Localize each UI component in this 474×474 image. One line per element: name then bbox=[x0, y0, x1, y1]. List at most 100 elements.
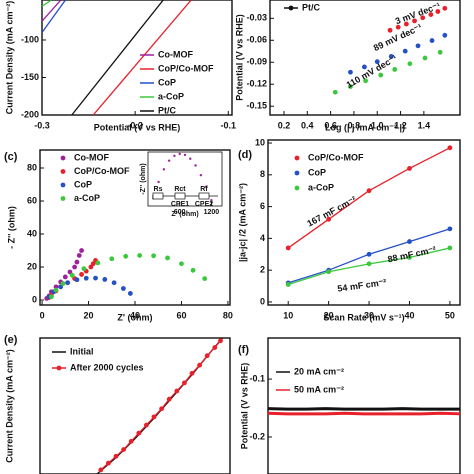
data-point bbox=[285, 245, 291, 251]
series-line bbox=[41, 0, 66, 33]
data-point bbox=[98, 467, 104, 473]
data-point bbox=[121, 447, 126, 452]
legend-label: Co-MOF bbox=[74, 152, 109, 162]
annotation: 110 mV dec⁻¹ bbox=[345, 53, 399, 90]
data-point bbox=[183, 153, 187, 157]
x-tick-label: 600 bbox=[174, 209, 186, 216]
data-point bbox=[166, 396, 172, 402]
legend-label: CoP/Co-MOF bbox=[74, 166, 130, 176]
y-tick-label: 40 bbox=[27, 228, 37, 238]
data-point bbox=[332, 89, 338, 95]
x-tick-label: 1.2 bbox=[394, 120, 407, 130]
data-point bbox=[447, 245, 453, 251]
data-point bbox=[151, 414, 157, 420]
data-point bbox=[378, 72, 384, 78]
data-point bbox=[173, 154, 176, 158]
data-point bbox=[113, 453, 119, 459]
data-point bbox=[285, 282, 291, 287]
data-point bbox=[120, 286, 126, 291]
legend-label: Initial bbox=[70, 346, 94, 356]
data-point bbox=[128, 438, 134, 444]
legend-label: a-CoP bbox=[158, 91, 184, 101]
data-point bbox=[429, 38, 435, 43]
data-point bbox=[407, 166, 412, 171]
y-tick-label: -0.12 bbox=[246, 79, 267, 89]
legend-marker bbox=[294, 155, 300, 161]
series-line bbox=[287, 147, 451, 249]
data-point bbox=[374, 59, 380, 65]
data-point bbox=[79, 272, 84, 277]
panel-label: (d) bbox=[238, 149, 252, 161]
data-point bbox=[111, 280, 117, 286]
x-tick-label: 80 bbox=[223, 310, 233, 320]
y-axis-label: Current Density (mA cm⁻²) bbox=[4, 349, 14, 462]
circuit-label: CPE1 bbox=[171, 201, 189, 208]
x-tick-label: 20 bbox=[84, 310, 94, 320]
data-point bbox=[197, 362, 203, 368]
data-point bbox=[179, 261, 184, 267]
data-point bbox=[162, 168, 166, 171]
legend-label: CoP bbox=[308, 167, 326, 177]
data-point bbox=[74, 277, 80, 283]
legend-label: CoP/Co-MOF bbox=[158, 63, 214, 73]
annotation: 167 mF cm⁻² bbox=[305, 194, 358, 228]
annotation: 88 mF cm⁻² bbox=[387, 244, 437, 264]
data-point bbox=[420, 15, 426, 21]
data-point bbox=[348, 69, 353, 75]
y-tick-label: -0.1 bbox=[249, 373, 265, 383]
y-tick-label: 0 bbox=[260, 296, 265, 306]
legend-label: CoP bbox=[158, 77, 176, 87]
y-tick-label: 0 bbox=[32, 294, 37, 304]
y-axis-label: Current Density (mA cm⁻²) bbox=[4, 1, 14, 114]
data-point bbox=[189, 157, 192, 160]
y-axis-label: Potential (V vs RHE) bbox=[234, 14, 244, 101]
x-tick-label: 1200 bbox=[204, 209, 220, 216]
data-point bbox=[447, 145, 453, 151]
data-point bbox=[65, 280, 71, 286]
legend-marker bbox=[60, 169, 66, 174]
plot-frame bbox=[267, 337, 461, 474]
data-point bbox=[167, 159, 171, 162]
y-tick-label: 2 bbox=[260, 265, 265, 275]
data-point bbox=[178, 152, 181, 156]
data-point bbox=[159, 406, 165, 412]
data-point bbox=[106, 460, 111, 466]
data-point bbox=[202, 276, 208, 281]
y-tick-label: 80 bbox=[27, 162, 37, 172]
panel-label: (e) bbox=[4, 334, 18, 346]
plot-frame bbox=[269, 0, 461, 116]
x-tick-label: 10 bbox=[283, 310, 293, 320]
data-point bbox=[189, 370, 195, 376]
data-point bbox=[366, 188, 372, 194]
x-tick-label: 1.0 bbox=[371, 120, 384, 130]
x-axis-label: Scan Rate (mV s⁻¹) bbox=[323, 312, 404, 322]
data-point bbox=[407, 255, 412, 260]
y-axis-label: - Z'' (ohm) bbox=[6, 206, 16, 249]
data-point bbox=[69, 272, 75, 278]
data-point bbox=[127, 291, 133, 296]
legend-label: a-CoP bbox=[74, 193, 100, 203]
x-tick-label: -0.2 bbox=[127, 120, 143, 130]
data-point bbox=[366, 261, 372, 267]
legend-marker bbox=[60, 182, 66, 188]
y-tick-label: 60 bbox=[27, 195, 37, 205]
series-line bbox=[267, 411, 461, 416]
data-point bbox=[72, 264, 78, 270]
legend-marker bbox=[294, 185, 300, 191]
data-point bbox=[48, 294, 54, 300]
series-line bbox=[96, 337, 223, 474]
y-tick-label: -0.09 bbox=[246, 57, 267, 67]
data-point bbox=[204, 185, 208, 188]
x-tick-label: -0.1 bbox=[221, 120, 237, 130]
series-line bbox=[92, 0, 192, 116]
legend-label: Pt/C bbox=[158, 105, 177, 115]
data-point bbox=[174, 388, 180, 394]
y-tick-label: 20 bbox=[27, 261, 37, 271]
data-point bbox=[62, 274, 68, 280]
data-point bbox=[348, 84, 353, 89]
data-point bbox=[74, 259, 80, 265]
x-tick-label: 1.4 bbox=[418, 120, 431, 130]
data-point bbox=[182, 380, 187, 386]
data-point bbox=[447, 226, 453, 232]
y-tick-label: -150 bbox=[21, 72, 39, 82]
